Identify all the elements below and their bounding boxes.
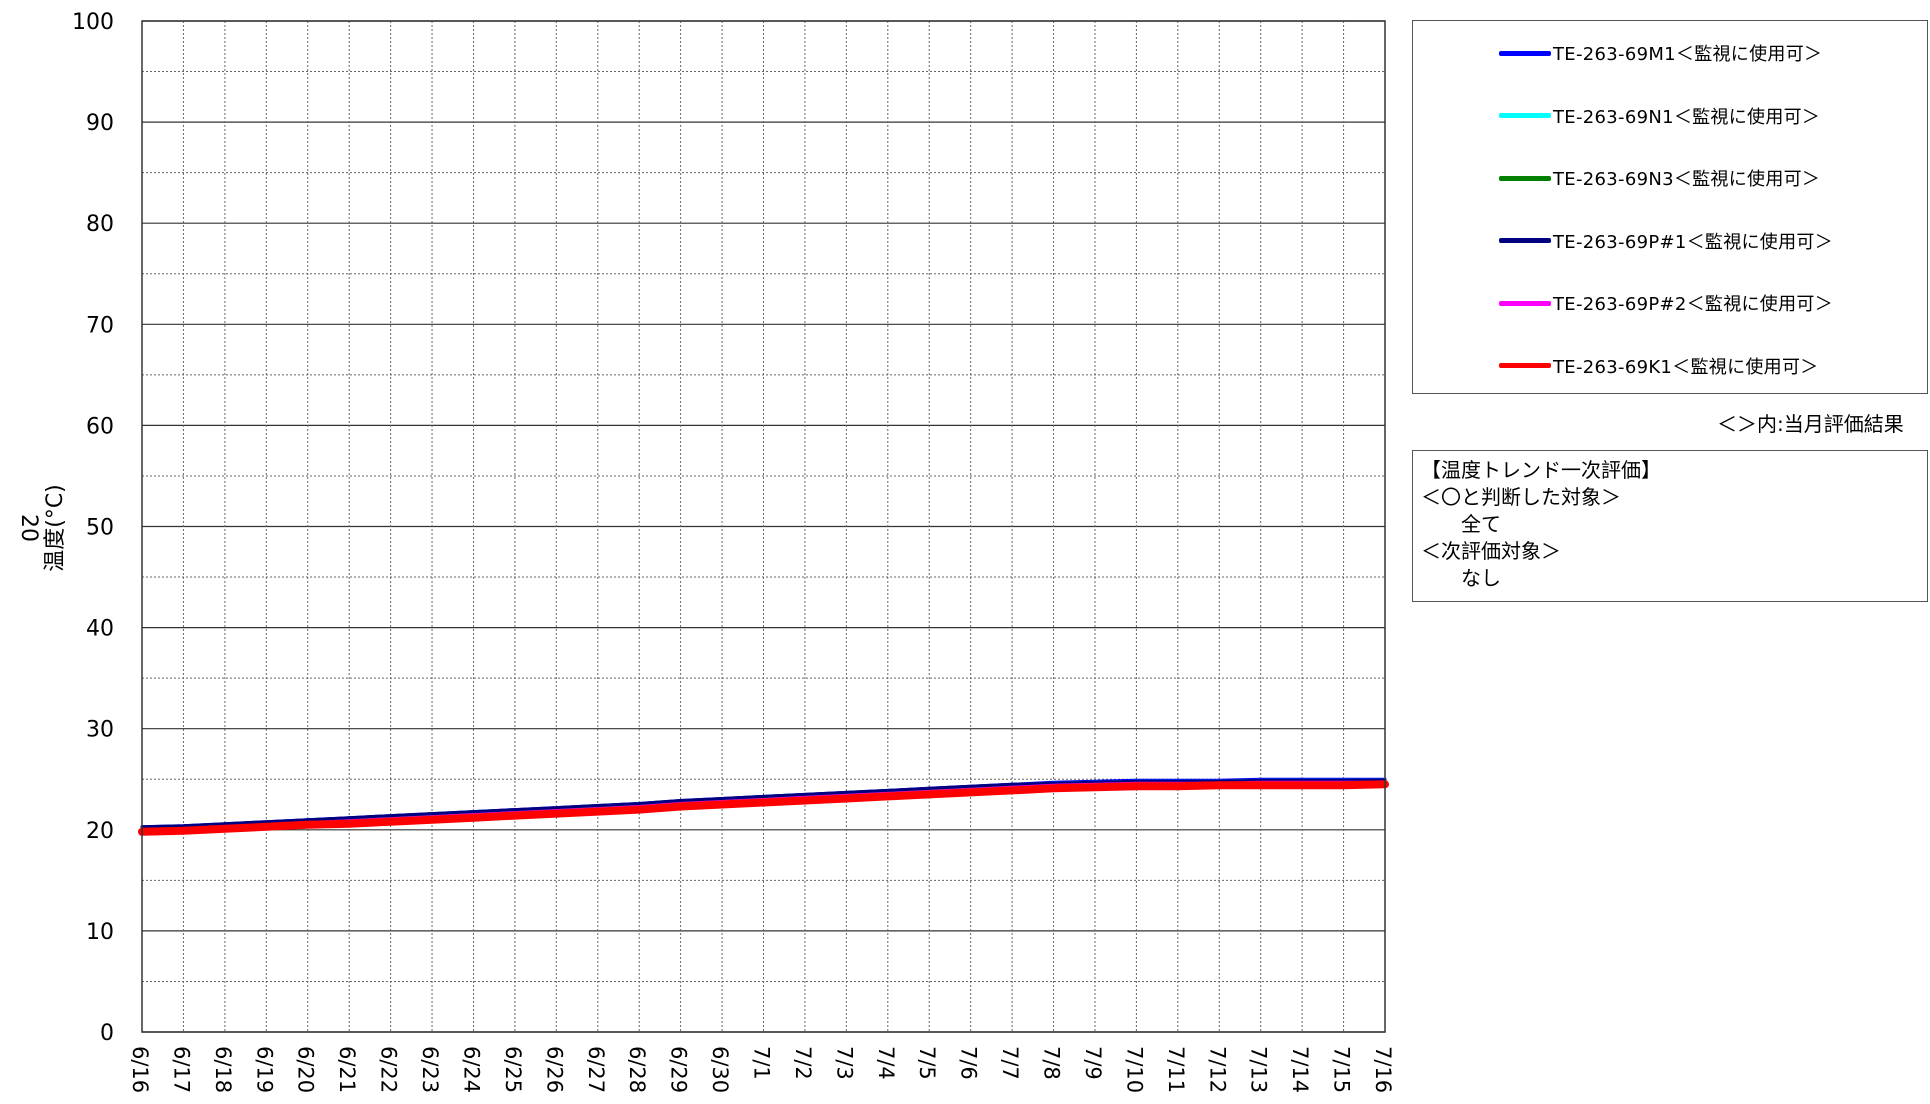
chart-axes: 0 10 20 30 40 50 60 70 80 90 100 6/16 6/17 6/18 6/19 6/…	[72, 10, 1395, 1093]
x-tick-label: 7/15	[1330, 1046, 1354, 1093]
y-tick-label: 10	[86, 920, 114, 945]
y-tick-label: 30	[86, 718, 114, 743]
x-tick-label: 7/1	[750, 1046, 774, 1080]
x-tick-label: 6/29	[667, 1046, 691, 1093]
x-tick-label: 7/8	[1040, 1046, 1064, 1080]
legend-swatch	[1499, 238, 1551, 243]
legend-label: TE-263-69M1＜監視に使用可＞	[1553, 44, 1823, 65]
x-tick-label: 7/6	[957, 1046, 981, 1080]
y-tick-label: 80	[86, 212, 114, 237]
y-tick-label: 20	[86, 819, 114, 844]
series-line	[138, 780, 1389, 836]
legend-swatch	[1499, 175, 1551, 181]
legend-swatch	[1499, 113, 1551, 118]
x-tick-label: 7/10	[1122, 1046, 1146, 1093]
legend-swatch	[1499, 50, 1551, 56]
x-tick-label: 6/22	[377, 1046, 401, 1093]
x-tick-label: 6/18	[211, 1046, 235, 1093]
y-tick-label: 60	[86, 414, 114, 439]
legend-item: TE-263-69P#1＜監視に使用可＞	[1499, 231, 1834, 253]
temperature-trend-chart: 0 10 20 30 40 50 60 70 80 90 100 6/16 6/17 6/18 6/19 6/…	[16, 10, 1395, 1093]
legend-item: TE-263-69P#2＜監視に使用可＞	[1499, 293, 1834, 315]
x-tick-label: 6/26	[542, 1046, 566, 1093]
chart-series	[138, 777, 1389, 836]
x-tick-label: 6/27	[584, 1046, 608, 1093]
x-tick-label: 7/12	[1205, 1046, 1229, 1093]
x-tick-label: 6/25	[501, 1046, 525, 1093]
y-tick-label: 70	[86, 313, 114, 338]
legend: TE-263-69M1＜監視に使用可＞ TE-263-69N1＜監視に使用可＞ TE…	[1412, 20, 1928, 394]
chart-grid	[142, 20, 1385, 1033]
plot-frame	[141, 20, 1386, 1033]
x-tick-label: 7/9	[1081, 1046, 1105, 1080]
x-tick-label: 7/5	[915, 1046, 939, 1080]
x-tick-label: 7/2	[791, 1046, 815, 1080]
legend-label: TE-263-69P#2＜監視に使用可＞	[1553, 294, 1834, 315]
legend-note: ＜＞内:当月評価結果	[1717, 412, 1904, 436]
x-tick-label: 6/19	[252, 1046, 276, 1093]
y-tick-label: 90	[86, 111, 114, 136]
legend-item: TE-263-69N3＜監視に使用可＞	[1499, 168, 1821, 190]
x-tick-label: 7/11	[1164, 1046, 1188, 1093]
x-tick-label: 6/17	[169, 1046, 193, 1093]
x-tick-label: 6/21	[335, 1046, 359, 1093]
legend-label: TE-263-69N3＜監視に使用可＞	[1553, 169, 1821, 190]
y-tick-label: 40	[86, 617, 114, 642]
legend-item: TE-263-69N1＜監視に使用可＞	[1499, 106, 1821, 128]
legend-swatch	[1499, 363, 1551, 368]
legend-label: TE-263-69P#1＜監視に使用可＞	[1553, 231, 1834, 253]
x-tick-label: 6/24	[459, 1046, 483, 1093]
y-axis-label: 温度(°C)	[43, 484, 68, 572]
legend-item: TE-263-69M1＜監視に使用可＞	[1499, 43, 1823, 65]
y-axis-label-prefix: 20	[16, 514, 41, 542]
evaluation-heading: 【温度トレンド一次評価】	[1421, 458, 1661, 482]
x-tick-label: 7/4	[874, 1046, 898, 1080]
x-tick-label: 6/20	[294, 1046, 318, 1093]
legend-label: TE-263-69N1＜監視に使用可＞	[1553, 106, 1821, 128]
legend-label: TE-263-69K1＜監視に使用可＞	[1553, 356, 1819, 378]
x-tick-label: 6/30	[708, 1046, 732, 1093]
evaluation-ok-value: 全て	[1461, 512, 1501, 536]
x-tick-label: 6/28	[625, 1046, 649, 1093]
evaluation-ok-label: ＜〇と判断した対象＞	[1421, 485, 1621, 509]
legend-item: TE-263-69K1＜監視に使用可＞	[1499, 356, 1819, 378]
y-tick-label: 50	[86, 516, 114, 541]
y-tick-label: 100	[72, 10, 114, 35]
legend-swatch	[1499, 300, 1551, 306]
evaluation-panel: 【温度トレンド一次評価】 ＜〇と判断した対象＞ 全て ＜次評価対象＞ なし	[1412, 450, 1928, 602]
x-tick-label: 6/16	[128, 1046, 152, 1093]
x-tick-label: 7/14	[1288, 1046, 1312, 1093]
series-line	[140, 778, 1387, 829]
x-tick-label: 7/16	[1371, 1046, 1395, 1093]
x-tick-label: 7/13	[1247, 1046, 1271, 1093]
x-tick-label: 7/3	[832, 1046, 856, 1080]
y-tick-label: 0	[100, 1021, 114, 1046]
x-tick-label: 7/7	[998, 1046, 1022, 1080]
evaluation-next-label: ＜次評価対象＞	[1421, 539, 1561, 563]
evaluation-next-value: なし	[1461, 566, 1501, 590]
x-tick-label: 6/23	[418, 1046, 442, 1093]
